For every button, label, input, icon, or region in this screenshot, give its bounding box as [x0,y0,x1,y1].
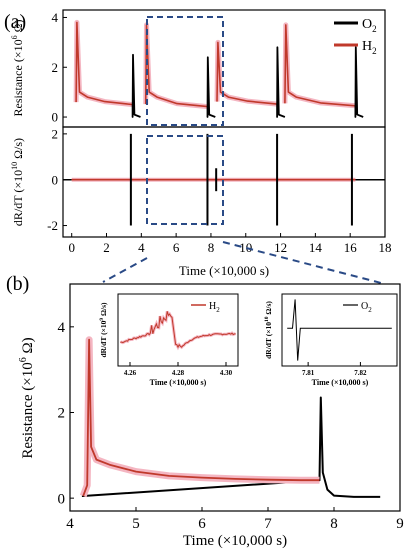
h2-line-cycle-3 [216,41,278,105]
a-bottom-xtick-label: 4 [138,240,145,255]
b-xtick-label: 5 [132,516,140,532]
inset-h2-xtick-label: 4.26 [124,369,137,377]
a-bottom-xtick-label: 8 [208,240,215,255]
a-bottom-xtick-label: 14 [309,240,323,255]
a-bottom-xlabel: Time (×10,000 s) [179,263,269,278]
a-bottom-xtick-label: 16 [344,240,358,255]
inset-h2-frame [117,293,239,367]
a-bottom-axes-frame [62,126,386,238]
b-inset-h2: 4.26 4.28 4.30 dR/dT (×109 Ω/s) Time (×10,… [99,293,239,387]
inset-o2-xtick-label: 7.81 [302,369,315,377]
h2-halo-cycle-4 [282,22,356,109]
a-bottom-ytick-label: 0 [52,172,59,187]
legend-h2-label: H2 [362,39,377,56]
b-xtick-label: 8 [330,516,338,532]
a-top-axes-frame [62,9,386,128]
a-bottom-ylabel: dR/dT (×1010 Ω/s) [10,138,25,226]
a-bottom-zoom-box [146,135,224,225]
b-xtick-label: 6 [198,516,206,532]
a-top-legend: O2 H2 [334,17,377,56]
a-top-ytick-label: 0 [52,110,59,125]
a-bottom-series [63,133,385,226]
zoom-guide-left [102,257,148,283]
inset-h2-ticks: 4.26 4.28 4.30 [124,362,233,377]
a-top-zoom-box [146,16,224,126]
a-bottom-ytick-label: 2 [52,126,59,141]
inset-o2-xtick-label: 7.82 [354,369,367,377]
b-ytick-label: 2 [58,406,66,422]
h2-halo-cycle-1 [73,19,133,108]
inset-h2-legend-label: H2 [209,301,220,314]
inset-h2-ylabel: dR/dT (×109 Ω/s) [99,302,108,357]
inset-h2-series [119,310,237,351]
inset-o2-ticks: 7.81 7.82 [302,362,367,377]
legend-o2-label: O2 [362,17,377,34]
b-xtick-label: 4 [66,516,74,532]
o2-line-cycle-3 [276,46,286,118]
a-bottom-xtick-label: 10 [239,240,252,255]
o2-line-cycle-2 [206,56,216,118]
inset-h2-xtick-label: 4.28 [172,369,185,377]
a-top-ytick-label: 2 [52,60,59,75]
o2-line-cycle-4 [354,46,364,118]
inset-h2-line [120,311,236,349]
inset-o2-ylabel: dR/dT (×1010 Ω/s) [264,301,273,359]
h2-line-cycle-2 [144,24,208,108]
a-top-y-ticks: 0 2 4 [52,10,67,125]
h2-line-cycle-1 [75,21,133,106]
b-ylabel: Resistance (×106 Ω) [18,337,36,458]
inset-o2-legend-label: O2 [361,301,372,314]
a-bottom-xtick-label: 2 [103,240,110,255]
h2-halo-cycle-2 [143,22,208,110]
inset-h2-xlabel: Time (×10,000 s) [150,378,207,387]
b-inset-o2: 7.81 7.82 dR/dT (×1010 Ω/s) Time (×10,000… [264,293,398,387]
b-xtick-label: 9 [396,516,404,532]
h2-line-cycle-4 [284,24,356,107]
a-top-ytick-label: 4 [52,10,59,25]
inset-h2-xtick-label: 4.30 [220,369,233,377]
zoom-guide-right [222,241,386,285]
a-bottom-xtick-label: 12 [274,240,287,255]
a-bottom-xtick-label: 6 [173,240,180,255]
inset-o2-frame [281,293,398,367]
b-ytick-label: 4 [58,320,66,336]
panel-b-label: (b) [6,273,29,295]
a-bottom-ytick-label: -2 [47,218,58,233]
inset-o2-xlabel: Time (×10,000 s) [312,378,369,387]
a-bottom-xtick-label: 0 [68,240,75,255]
b-xtick-label: 7 [264,516,272,532]
b-series [79,336,381,498]
a-bottom-xtick-label: 18 [379,240,392,255]
a-top-series [73,19,364,118]
inset-o2-line [287,299,392,361]
a-top-ylabel: Resistance (×106 Ω) [10,19,25,116]
o2-line-cycle-1 [131,53,141,118]
inset-o2-series [287,299,392,361]
b-o2-line [81,396,381,498]
b-ticks: 0 2 4 4 5 6 7 8 9 [58,320,404,532]
b-ytick-label: 0 [58,491,66,507]
b-xlabel: Time (×10,000 s) [183,533,287,549]
panel-b: (b) 0 2 4 4 5 6 7 8 9 Resistance (×106 Ω) Time (… [6,273,404,549]
b-axes-frame [69,283,401,512]
panel-a-label: (a) [4,11,26,33]
b-h2-line [82,338,320,497]
a-bottom-ticks: -2 0 2 0 2 4 6 8 10 12 14 16 18 [47,126,391,255]
